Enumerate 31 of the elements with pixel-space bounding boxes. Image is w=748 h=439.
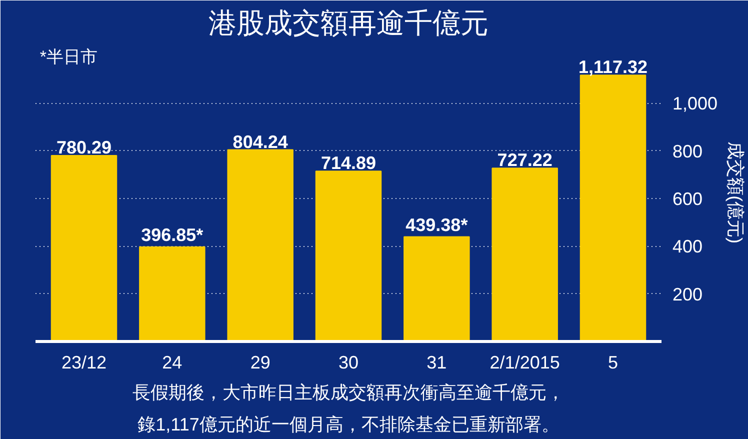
y-tick-label: 200 bbox=[672, 284, 703, 304]
text: 錄1,117億元的近一個月高，不排除基金已重新部署。 bbox=[138, 414, 560, 434]
x-tick-label: 5 bbox=[608, 352, 618, 372]
bar bbox=[139, 246, 206, 342]
bar bbox=[580, 74, 646, 342]
bar bbox=[315, 170, 382, 342]
y-tick-label: 600 bbox=[672, 188, 703, 209]
bar bbox=[492, 168, 558, 342]
annotation: *半日市 bbox=[40, 48, 98, 66]
x-tick-label: 31 bbox=[426, 352, 447, 372]
x-tick-label: 23/12 bbox=[61, 352, 107, 372]
bar bbox=[227, 149, 294, 342]
y-tick-label: 800 bbox=[672, 141, 703, 162]
y-tick-label: 1,000 bbox=[672, 94, 718, 114]
x-tick-label: 2/1/2015 bbox=[490, 352, 560, 372]
data-label: 396.85* bbox=[141, 224, 204, 245]
y-axis-title: 成交額(億元) bbox=[726, 142, 746, 244]
x-tick-label: 30 bbox=[338, 352, 359, 372]
data-label: 804.24 bbox=[232, 132, 288, 152]
y-tick-label: 400 bbox=[672, 236, 703, 257]
data-label: 727.22 bbox=[497, 150, 552, 170]
text: 長假期後，大市昨日主板成交額再次衝高至逾千億元， bbox=[132, 382, 564, 402]
data-label: 714.89 bbox=[320, 153, 376, 174]
bar bbox=[404, 236, 470, 342]
data-label: 1,117.32 bbox=[578, 57, 648, 78]
data-label: 439.38* bbox=[406, 214, 468, 235]
bar bbox=[50, 154, 118, 342]
x-tick-label: 29 bbox=[250, 352, 270, 372]
chart-title: 港股成交額再逾千億元 bbox=[208, 8, 488, 38]
x-tick-label: 24 bbox=[162, 352, 182, 372]
data-label: 780.29 bbox=[56, 137, 112, 158]
